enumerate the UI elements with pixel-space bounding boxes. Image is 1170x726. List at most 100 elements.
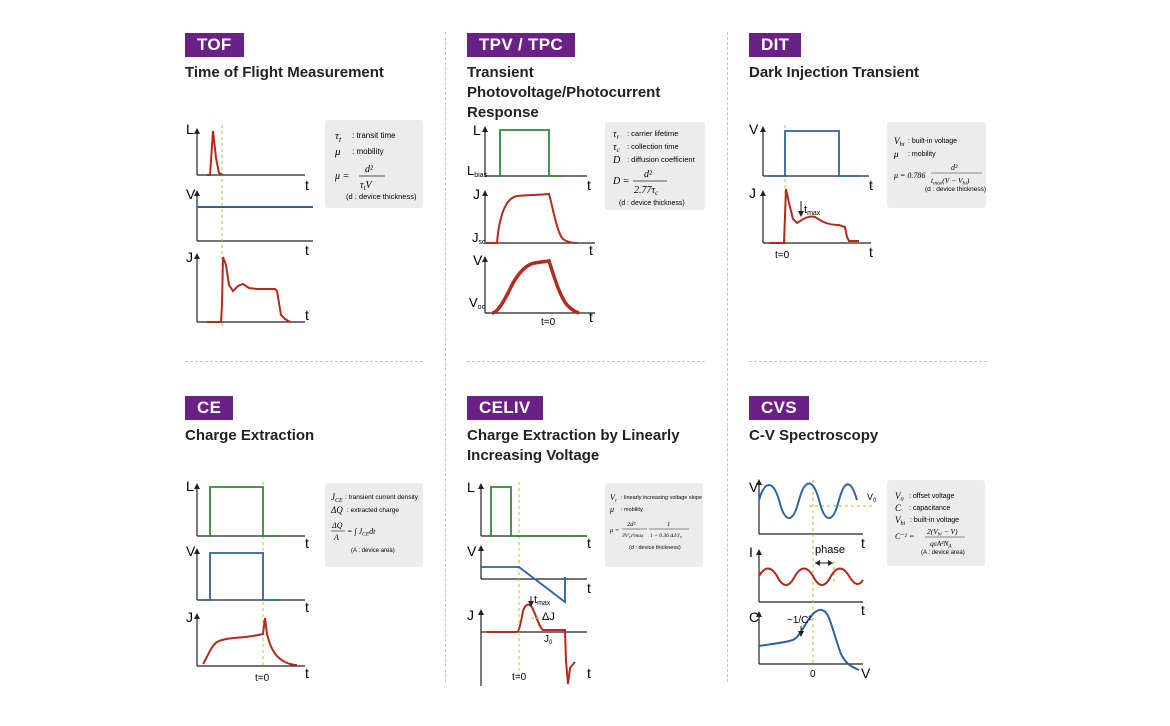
svg-text:L: L — [467, 479, 475, 495]
svg-text:ΔQ: ΔQ — [330, 505, 343, 515]
tof-tag: TOF — [185, 33, 244, 57]
svg-text:I: I — [749, 544, 753, 560]
celiv-diagram: tmax ΔJ J0 L V J t t t t=0 Vr : linearly… — [467, 479, 703, 686]
cvs-slope-label: ~1/C² — [787, 615, 812, 626]
svg-text:: transient current density: : transient current density — [345, 494, 419, 501]
svg-text:C: C — [895, 503, 902, 513]
celiv-t0-label: t=0 — [512, 672, 527, 683]
tpv-t0-label: t=0 — [541, 317, 556, 328]
svg-text:t: t — [861, 602, 865, 618]
ce-tag: CE — [185, 396, 234, 420]
tpc-current-trace — [485, 192, 578, 244]
svg-text:: mobility: : mobility — [908, 151, 936, 158]
svg-text:A: A — [333, 533, 339, 542]
celiv-voltage-ramp — [481, 566, 566, 604]
svg-text:τr: τr — [613, 129, 620, 141]
svg-text:2.77τc: 2.77τc — [634, 185, 659, 197]
celiv-tag: CELIV — [467, 396, 543, 420]
svg-text:: linearly increasing voltage: : linearly increasing voltage slope — [621, 495, 702, 501]
svg-text:t: t — [587, 580, 591, 596]
svg-text:: mobility: : mobility — [352, 147, 384, 156]
panel-cvs: CVS C-V Spectroscopy phase ~1/C² V I C t… — [749, 396, 1019, 726]
svg-text:t: t — [869, 177, 873, 193]
cvs-tag: CVS — [749, 396, 809, 420]
cvs-diagram: phase ~1/C² V I C t t 0 V V0 V0 : offset… — [749, 479, 985, 681]
dit-axes — [760, 126, 871, 244]
svg-text:: offset voltage: : offset voltage — [909, 493, 955, 500]
svg-text:V: V — [749, 121, 759, 137]
ce-diagram: L V J t t t t=0 JCE : transient current … — [186, 478, 423, 684]
svg-text:d²: d² — [644, 169, 653, 180]
cvs-voltage-wave — [758, 482, 858, 519]
svg-text:(d : device thickness): (d : device thickness) — [346, 192, 417, 201]
cvs-axes — [756, 479, 863, 665]
svg-text:: capacitance: : capacitance — [909, 505, 950, 512]
svg-text:: extracted charge: : extracted charge — [347, 507, 399, 514]
svg-text:d²: d² — [365, 164, 374, 175]
celiv-tmax-label: tmax — [534, 594, 551, 607]
svg-text:V: V — [473, 252, 483, 268]
svg-text:JCE: JCE — [331, 492, 343, 504]
cvs-title: C-V Spectroscopy — [749, 427, 879, 444]
tof-axis-l: L — [186, 121, 194, 137]
dit-current-trace — [769, 188, 859, 244]
svg-text:t: t — [305, 665, 309, 681]
row-divider-2 — [467, 361, 705, 362]
celiv-legend: Vr : linearly increasing voltage slope μ… — [605, 483, 703, 567]
svg-text:1 + 0.36 ΔJ/J₀: 1 + 0.36 ΔJ/J₀ — [650, 533, 682, 539]
svg-text:= ∫ JCEdt: = ∫ JCEdt — [347, 527, 376, 538]
svg-text:(d : device thickness): (d : device thickness) — [619, 200, 685, 207]
row-divider-1 — [185, 361, 423, 362]
tof-legend: τt : transit time μ : mobility μ = d² τt… — [325, 120, 423, 208]
panel-ce: CE Charge Extraction L V J t t t t=0 JCE… — [185, 396, 455, 726]
svg-text:Jsc: Jsc — [472, 230, 486, 246]
cvs-phase-label: phase — [815, 544, 845, 556]
svg-text:Lbias: Lbias — [467, 163, 488, 179]
svg-text:V: V — [186, 543, 196, 559]
tpv-diagram: L Lbias J Jsc V Voc t t t t=0 τr : carri… — [467, 122, 705, 328]
column-divider-left — [445, 32, 446, 682]
tof-current-trace — [207, 256, 291, 323]
tof-axis-t3: t — [305, 307, 309, 323]
celiv-dj-label: ΔJ — [542, 611, 555, 623]
svg-text:t: t — [589, 309, 593, 325]
svg-text:2(Vbi − V): 2(Vbi − V) — [927, 527, 958, 538]
celiv-light-pulse — [487, 486, 587, 537]
svg-text:J: J — [186, 609, 193, 625]
celiv-j0-label: J0 — [544, 634, 553, 646]
svg-text:μ: μ — [334, 146, 341, 158]
svg-text:t: t — [869, 244, 873, 260]
svg-text:t: t — [305, 599, 309, 615]
svg-text:Voc: Voc — [469, 295, 486, 311]
svg-text:(d : device thickness): (d : device thickness) — [629, 545, 681, 551]
celiv-title: Charge Extraction by Linearly Increasing… — [467, 427, 680, 464]
column-divider-right — [727, 32, 728, 682]
svg-text:: collection time: : collection time — [627, 142, 679, 151]
svg-text:t: t — [589, 242, 593, 258]
svg-text:τc: τc — [613, 142, 621, 154]
svg-text:2d²: 2d² — [627, 521, 637, 528]
dit-tmax-label: tmax — [804, 204, 821, 217]
dit-tag: DIT — [749, 33, 802, 57]
svg-text:tmax(V − Vbi): tmax(V − Vbi) — [931, 176, 970, 187]
svg-text:J: J — [473, 186, 480, 202]
svg-text:μ: μ — [893, 149, 899, 159]
tpv-legend: τr : carrier lifetime τc : collection ti… — [605, 122, 705, 210]
svg-text:3V'rt²max: 3V'rt²max — [621, 533, 644, 539]
tpv-tag: TPV / TPC — [467, 33, 575, 57]
tof-axis-t2: t — [305, 242, 309, 258]
tof-axis-j: J — [186, 249, 193, 265]
svg-text:: diffusion coefficient: : diffusion coefficient — [627, 155, 696, 164]
tpv-axis-l: L — [473, 122, 481, 138]
svg-text:: transit time: : transit time — [352, 131, 396, 140]
tof-axis-t1: t — [305, 177, 309, 193]
ce-t0-label: t=0 — [255, 673, 270, 684]
row-divider-3 — [749, 361, 987, 362]
svg-text:: built-in voltage: : built-in voltage — [910, 517, 959, 524]
svg-text:μ: μ — [609, 505, 614, 514]
svg-text:μ =: μ = — [610, 527, 619, 534]
svg-text:: carrier lifetime: : carrier lifetime — [627, 129, 678, 138]
panel-dit: DIT Dark Injection Transient tmax V J t … — [749, 33, 1019, 363]
tof-title: Time of Flight Measurement — [185, 64, 384, 81]
svg-text:J: J — [749, 185, 756, 201]
